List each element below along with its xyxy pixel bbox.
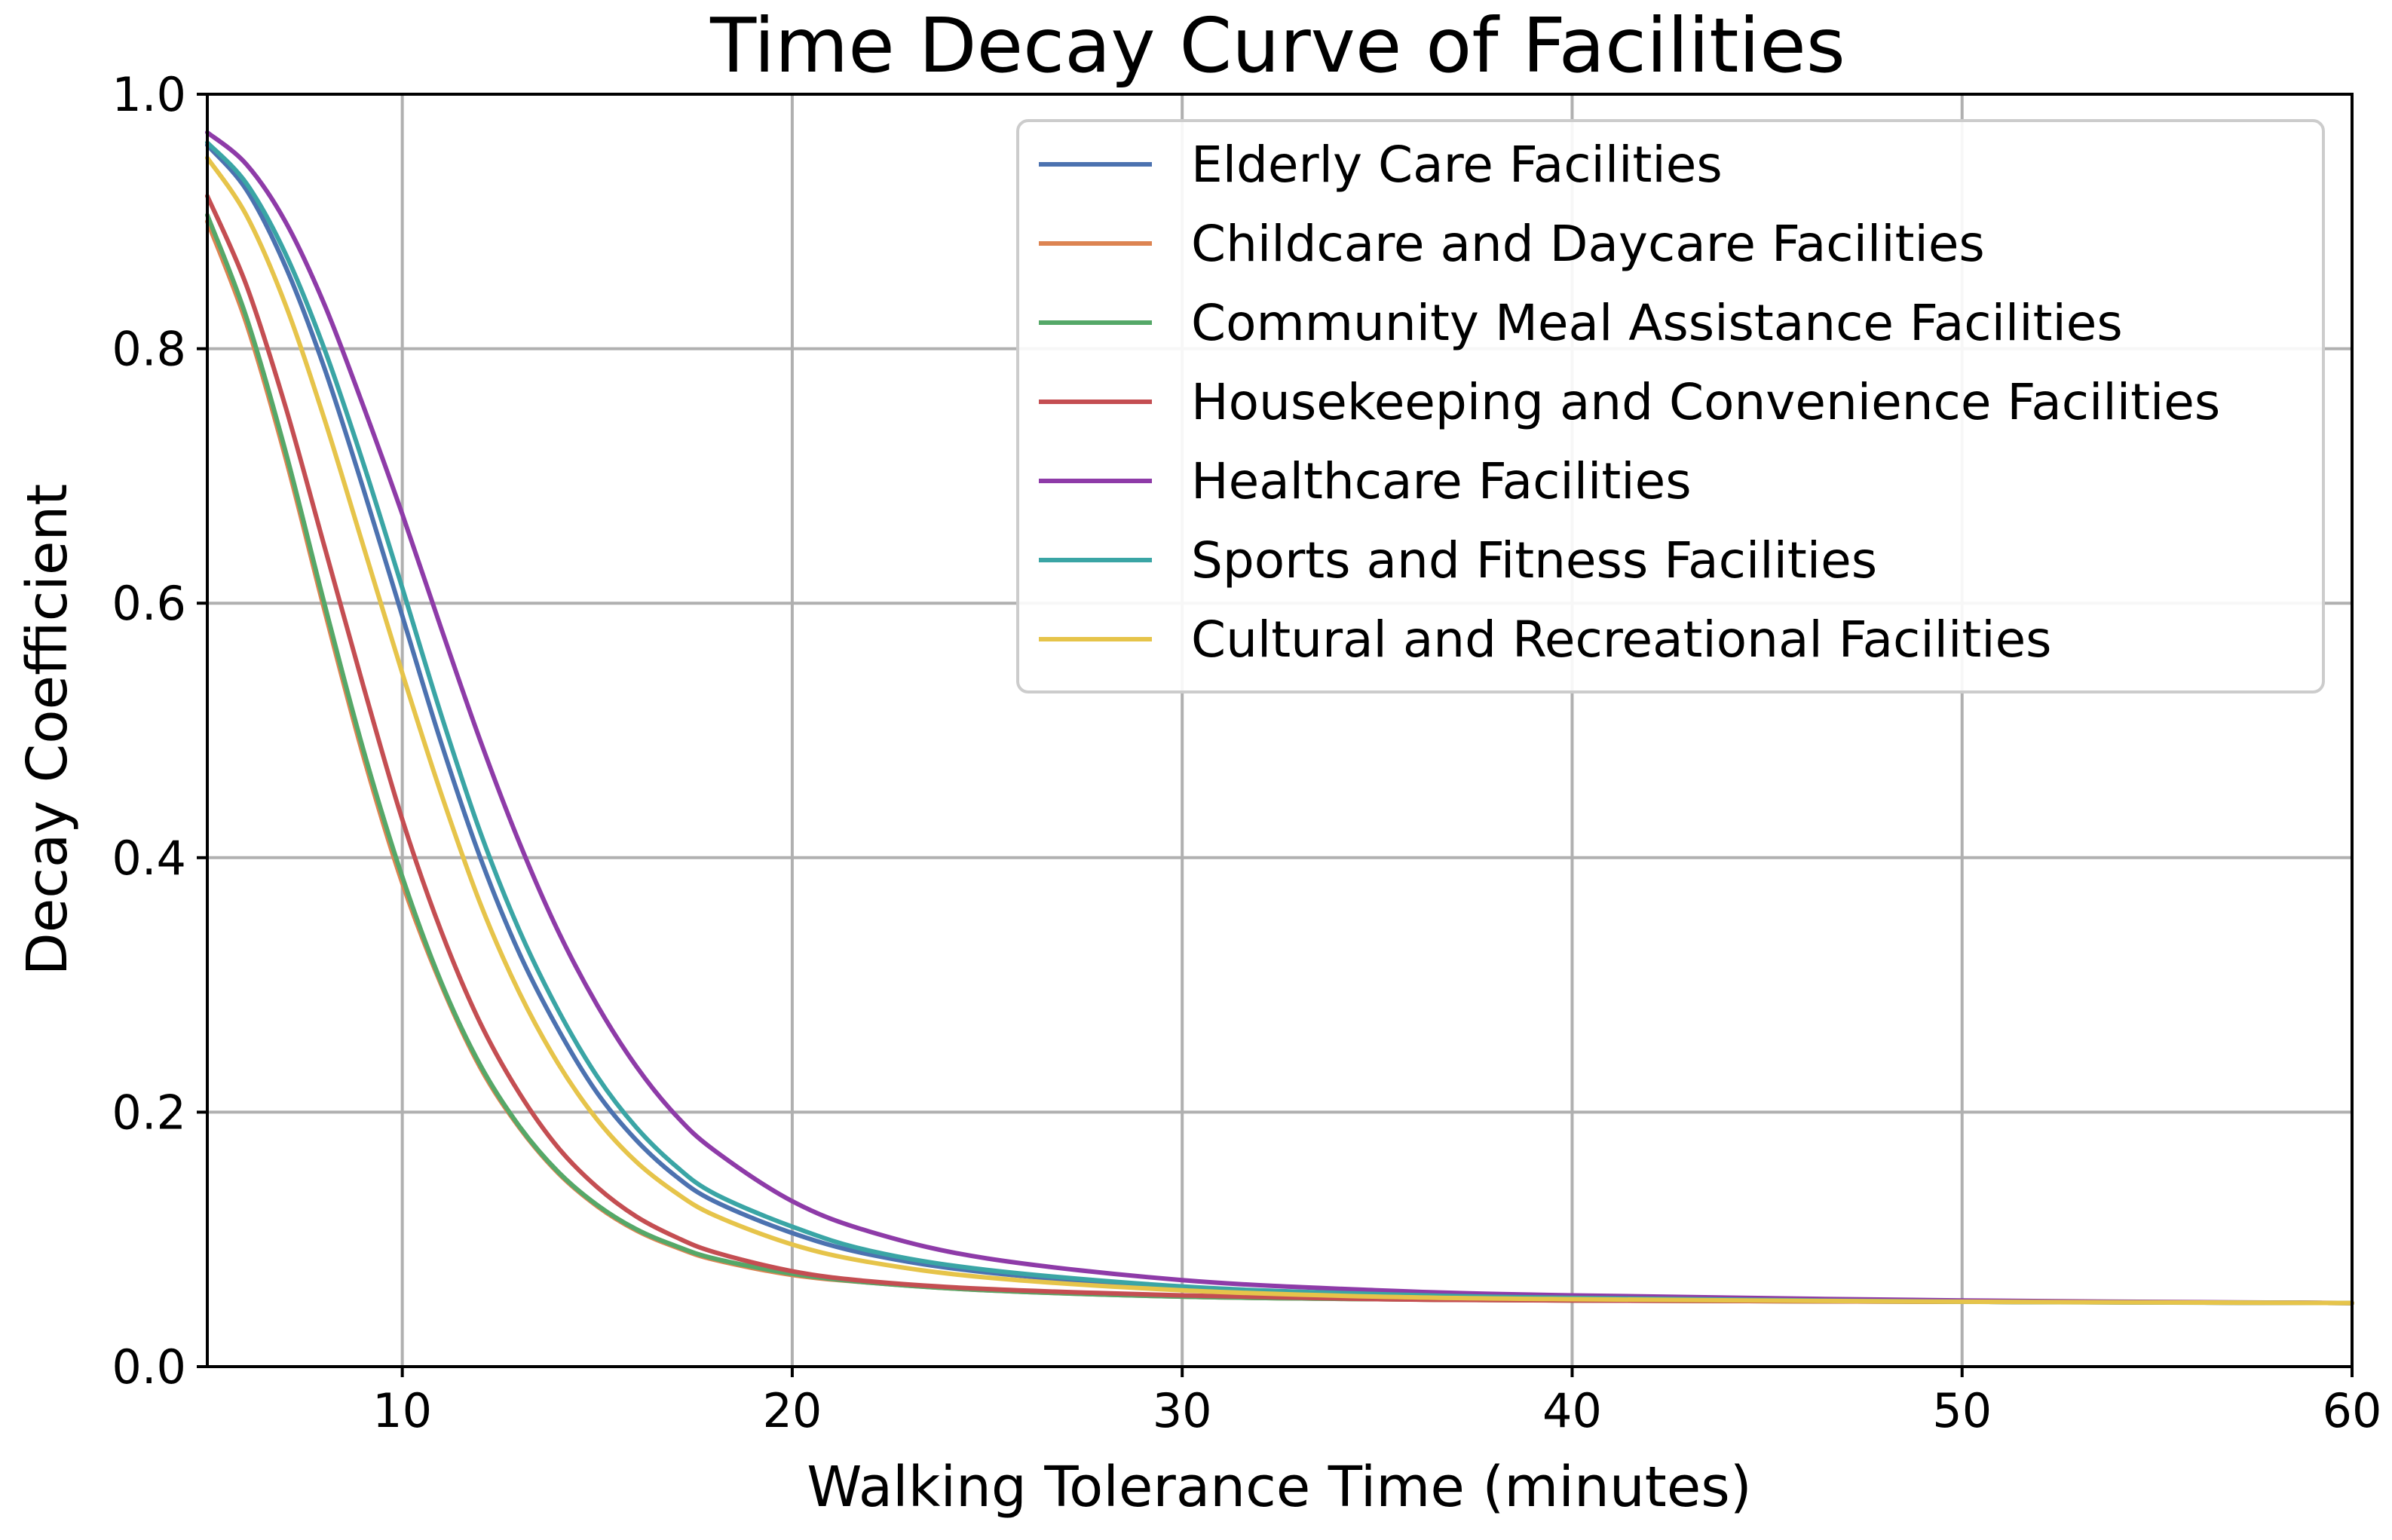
legend: Elderly Care Facilities Childcare and Day… <box>1016 119 2325 693</box>
legend-label-cultural-and-recreational-facilities: Cultural and Recreational Facilities <box>1191 611 2052 669</box>
y-axis-title: Decay Coefficient <box>15 484 80 976</box>
y-tick-label: 0.4 <box>112 831 186 886</box>
x-tick-label: 30 <box>1153 1383 1212 1438</box>
y-tick-label: 0.2 <box>112 1085 186 1140</box>
x-tick-label: 60 <box>2323 1383 2382 1438</box>
chart-title: Time Decay Curve of Facilities <box>709 2 1845 90</box>
legend-label-healthcare-facilities: Healthcare Facilities <box>1191 452 1692 510</box>
y-axis-ticks: 0.0 0.2 0.4 0.6 0.8 1.0 <box>112 67 207 1395</box>
x-tick-label: 50 <box>1932 1383 1992 1438</box>
legend-label-sports-and-fitness-facilities: Sports and Fitness Facilities <box>1191 531 1877 589</box>
y-tick-label: 0.8 <box>112 322 186 377</box>
y-tick-label: 0.0 <box>112 1339 186 1395</box>
legend-label-housekeeping-and-convenience-facilities: Housekeeping and Convenience Facilities <box>1191 373 2220 431</box>
series-line-healthcare-facilities <box>205 130 2354 1306</box>
x-tick-label: 40 <box>1542 1383 1602 1438</box>
x-tick-label: 20 <box>762 1383 822 1438</box>
x-axis-ticks: 10 20 30 40 50 60 <box>372 1367 2381 1438</box>
plot-frame <box>206 93 2354 1368</box>
legend-label-childcare-and-daycare-facilities: Childcare and Daycare Facilities <box>1191 215 1985 273</box>
x-tick-label: 10 <box>372 1383 432 1438</box>
legend-box <box>1016 119 2325 693</box>
series-lines <box>205 130 2354 1306</box>
legend-label-elderly-care-facilities: Elderly Care Facilities <box>1191 136 1723 194</box>
y-tick-label: 0.6 <box>112 576 186 631</box>
series-line-cultural-and-recreational-facilities <box>205 155 2354 1306</box>
legend-label-community-meal-assistance-facilities: Community Meal Assistance Facilities <box>1191 294 2123 352</box>
x-axis-title: Walking Tolerance Time (minutes) <box>807 1455 1751 1520</box>
y-tick-label: 1.0 <box>112 67 186 122</box>
